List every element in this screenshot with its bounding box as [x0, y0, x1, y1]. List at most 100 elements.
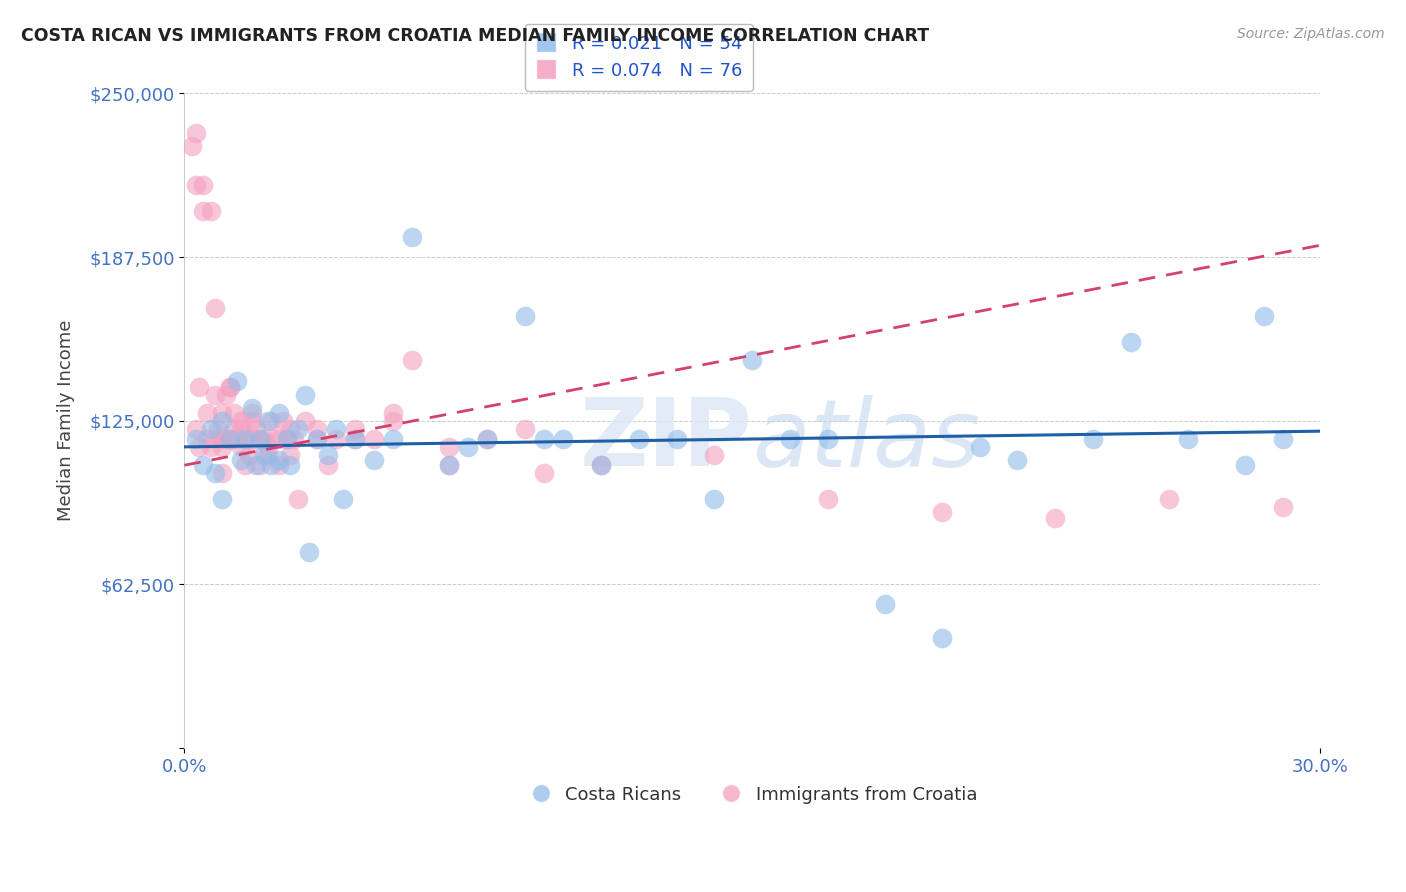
Point	[1253, 309, 1275, 323]
Text: ZIP: ZIP	[579, 394, 752, 486]
Point	[200, 204, 222, 219]
Point	[267, 432, 290, 446]
Point	[343, 432, 366, 446]
Point	[229, 453, 252, 467]
Point	[242, 401, 264, 415]
Point	[215, 432, 238, 446]
Point	[1271, 500, 1294, 515]
Point	[325, 432, 347, 446]
Point	[1007, 453, 1029, 467]
Point	[1045, 510, 1067, 524]
Point	[363, 432, 385, 446]
Point	[457, 440, 479, 454]
Y-axis label: Median Family Income: Median Family Income	[58, 320, 75, 522]
Point	[211, 466, 233, 480]
Point	[401, 353, 423, 368]
Legend: Costa Ricans, Immigrants from Croatia: Costa Ricans, Immigrants from Croatia	[520, 779, 984, 811]
Point	[188, 379, 211, 393]
Point	[477, 432, 499, 446]
Text: atlas: atlas	[752, 395, 980, 486]
Point	[1081, 432, 1104, 446]
Point	[779, 432, 801, 446]
Point	[200, 421, 222, 435]
Point	[703, 448, 725, 462]
Point	[439, 458, 461, 473]
Point	[381, 432, 404, 446]
Point	[294, 414, 316, 428]
Point	[253, 448, 276, 462]
Point	[873, 597, 896, 611]
Point	[741, 353, 763, 368]
Point	[276, 432, 298, 446]
Point	[817, 492, 839, 507]
Point	[1119, 335, 1142, 350]
Point	[381, 414, 404, 428]
Point	[665, 432, 688, 446]
Point	[200, 440, 222, 454]
Point	[188, 440, 211, 454]
Point	[180, 138, 202, 153]
Point	[256, 414, 278, 428]
Point	[211, 406, 233, 420]
Point	[193, 178, 215, 192]
Point	[513, 309, 536, 323]
Point	[931, 631, 953, 645]
Point	[343, 421, 366, 435]
Point	[215, 387, 238, 401]
Point	[233, 432, 256, 446]
Point	[477, 432, 499, 446]
Point	[817, 432, 839, 446]
Point	[278, 448, 301, 462]
Point	[332, 492, 354, 507]
Point	[193, 204, 215, 219]
Point	[193, 458, 215, 473]
Point	[401, 230, 423, 244]
Point	[381, 406, 404, 420]
Point	[439, 458, 461, 473]
Point	[278, 421, 301, 435]
Point	[271, 414, 294, 428]
Point	[703, 492, 725, 507]
Point	[260, 414, 283, 428]
Point	[184, 126, 207, 140]
Point	[267, 406, 290, 420]
Point	[245, 458, 267, 473]
Point	[184, 421, 207, 435]
Point	[267, 458, 290, 473]
Point	[305, 432, 328, 446]
Point	[278, 458, 301, 473]
Point	[1177, 432, 1199, 446]
Point	[316, 448, 339, 462]
Point	[283, 432, 305, 446]
Point	[211, 414, 233, 428]
Point	[256, 440, 278, 454]
Point	[245, 421, 267, 435]
Point	[229, 440, 252, 454]
Point	[287, 492, 309, 507]
Point	[305, 421, 328, 435]
Point	[931, 505, 953, 519]
Point	[589, 458, 612, 473]
Point	[1233, 458, 1256, 473]
Point	[249, 432, 271, 446]
Point	[211, 440, 233, 454]
Point	[233, 432, 256, 446]
Point	[211, 492, 233, 507]
Point	[363, 453, 385, 467]
Point	[513, 421, 536, 435]
Point	[218, 432, 240, 446]
Point	[287, 421, 309, 435]
Point	[253, 432, 276, 446]
Point	[204, 301, 226, 315]
Point	[238, 448, 260, 462]
Point	[276, 432, 298, 446]
Point	[218, 379, 240, 393]
Point	[533, 432, 555, 446]
Point	[325, 421, 347, 435]
Text: Source: ZipAtlas.com: Source: ZipAtlas.com	[1237, 27, 1385, 41]
Point	[627, 432, 650, 446]
Point	[969, 440, 991, 454]
Point	[256, 448, 278, 462]
Point	[195, 406, 218, 420]
Point	[195, 432, 218, 446]
